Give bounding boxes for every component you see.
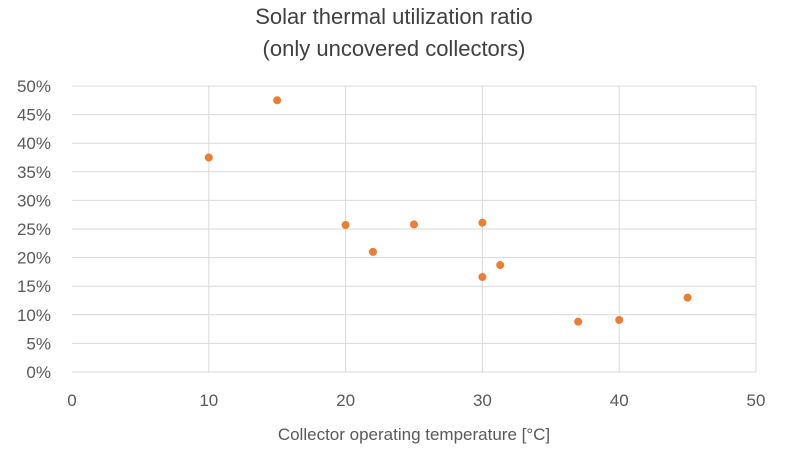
data-point — [478, 218, 487, 227]
x-tick-label: 40 — [610, 391, 629, 410]
chart-title-line-2: (only uncovered collectors) — [263, 36, 526, 61]
y-tick-label: 20% — [17, 249, 51, 268]
y-tick-label: 0% — [26, 363, 51, 382]
x-tick-label: 0 — [67, 391, 76, 410]
data-point — [273, 96, 282, 105]
y-axis-ticks: 0% 5% 10% 15% 20% 25% 30% 35% 40% 45% 50% — [17, 77, 51, 382]
y-tick-label: 50% — [17, 77, 51, 96]
grid — [72, 85, 757, 373]
y-tick-label: 25% — [17, 220, 51, 239]
x-tick-label: 10 — [199, 391, 218, 410]
y-tick-label: 15% — [17, 277, 51, 296]
data-point — [368, 247, 377, 256]
data-point — [496, 261, 505, 270]
data-point — [410, 220, 418, 229]
x-tick-label: 50 — [747, 391, 766, 410]
data-points — [204, 96, 692, 326]
y-tick-label: 30% — [17, 191, 51, 210]
y-tick-label: 40% — [17, 134, 51, 153]
x-tick-label: 20 — [336, 391, 355, 410]
data-point — [574, 317, 583, 326]
data-point — [683, 293, 692, 302]
data-point — [204, 153, 213, 162]
x-tick-label: 30 — [473, 391, 492, 410]
y-tick-label: 45% — [17, 106, 51, 125]
chart-title-line-1: Solar thermal utilization ratio — [255, 4, 533, 29]
y-tick-label: 5% — [26, 334, 51, 353]
data-point — [341, 220, 350, 229]
data-point — [615, 315, 624, 324]
y-tick-label: 10% — [17, 306, 51, 325]
x-axis-title: Collector operating temperature [°C] — [278, 425, 550, 444]
x-axis-ticks: 0 10 20 30 40 50 — [67, 391, 765, 410]
data-point — [478, 273, 487, 282]
y-tick-label: 35% — [17, 163, 51, 182]
